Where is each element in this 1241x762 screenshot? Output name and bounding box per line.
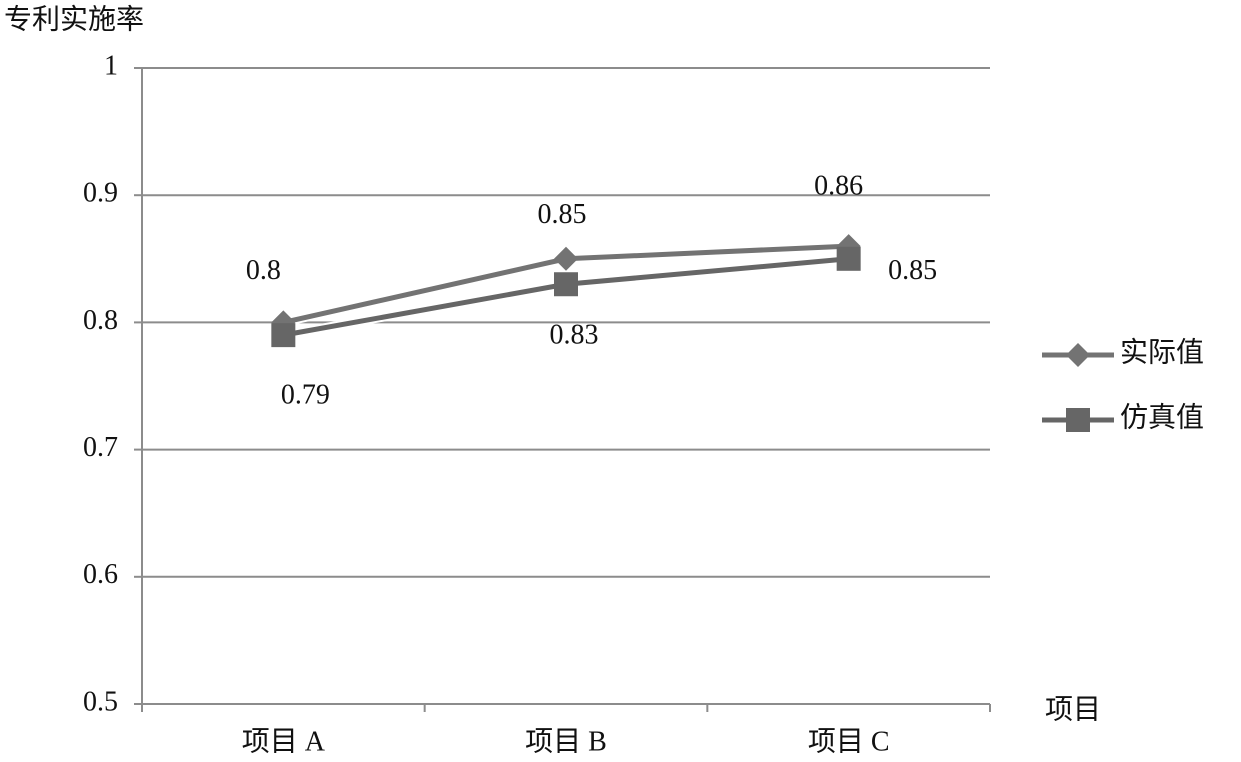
y-tick-label: 1 xyxy=(104,50,118,81)
x-tick-label: 项目 C xyxy=(808,726,890,757)
x-tick-label: 项目 A xyxy=(242,726,326,757)
marker xyxy=(271,323,296,348)
data-label: 0.85 xyxy=(538,199,587,230)
data-label: 0.79 xyxy=(281,380,330,411)
y-tick-label: 0.7 xyxy=(83,432,118,463)
data-label: 0.83 xyxy=(550,320,599,351)
y-tick-label: 0.8 xyxy=(83,305,118,336)
legend-label: 仿真值 xyxy=(1120,401,1204,433)
y-tick-label: 0.5 xyxy=(83,686,118,717)
marker xyxy=(836,246,861,271)
x-axis-title: 项目 xyxy=(1045,694,1101,725)
y-tick-label: 0.6 xyxy=(83,559,118,590)
y-tick-label: 0.9 xyxy=(83,178,118,209)
x-tick-label: 项目 B xyxy=(525,726,607,757)
marker xyxy=(554,246,578,271)
marker xyxy=(1066,408,1090,432)
data-label: 0.8 xyxy=(246,255,281,286)
data-label: 0.86 xyxy=(814,171,863,202)
data-label: 0.85 xyxy=(888,255,937,286)
marker xyxy=(554,272,578,297)
y-axis-title: 专利实施率 xyxy=(4,3,144,35)
legend-label: 实际值 xyxy=(1120,336,1204,368)
marker xyxy=(1066,343,1090,367)
